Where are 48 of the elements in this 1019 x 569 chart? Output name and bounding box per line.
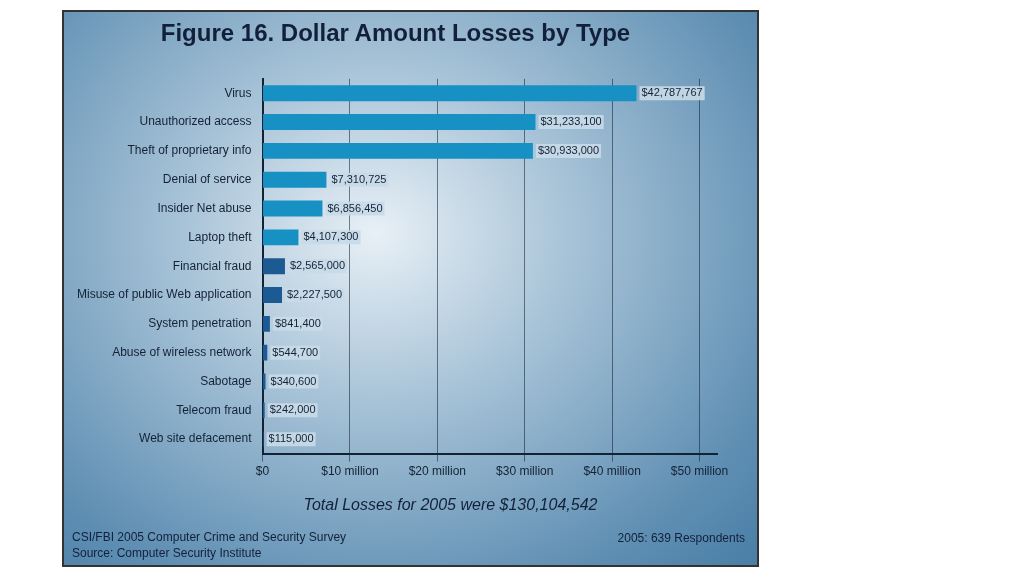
data-label: $242,000 (269, 403, 316, 416)
bar (263, 373, 266, 390)
data-label: $115,000 (268, 432, 314, 445)
x-tick-label: $40 million (583, 464, 641, 479)
bar (263, 344, 268, 361)
data-label: $30,933,000 (537, 143, 600, 156)
bar (263, 171, 327, 188)
text: Total Losses for 2005 were $130,104,542 (302, 496, 599, 514)
data-label: $4,107,300 (303, 230, 359, 243)
bar (263, 258, 285, 275)
source-note: Source: Computer Security Institute (72, 545, 263, 561)
x-tick-label: $30 million (496, 464, 554, 479)
y-tick-label: Theft of proprietary info (127, 143, 252, 158)
y-tick-label: Web site defacement (139, 431, 253, 446)
bar (263, 229, 299, 246)
data-label: $6,856,450 (327, 201, 383, 214)
data-label: $841,400 (274, 316, 321, 329)
text: 2005: 639 Respondents (617, 531, 745, 545)
data-label: $7,310,725 (331, 172, 387, 185)
y-tick-label: Unauthorized access (139, 114, 252, 129)
y-tick-label: Denial of service (162, 172, 252, 187)
text: CSI/FBI 2005 Computer Crime and Security Survey (72, 529, 347, 545)
y-tick-label: Misuse of public Web application (76, 287, 252, 302)
bar (263, 315, 270, 332)
y-tick-label: Virus (224, 85, 252, 100)
y-tick-label: Abuse of wireless network (112, 345, 253, 359)
y-tick-label: Insider Net abuse (157, 200, 252, 215)
data-label: $2,227,500 (287, 288, 343, 301)
chart-title: Figure 16. Dollar Amount Losses by Type (160, 19, 631, 47)
bar (263, 200, 323, 217)
y-tick-label: Telecom fraud (176, 402, 252, 417)
bar (263, 114, 536, 130)
x-tick-label: $10 million (321, 464, 379, 479)
x-tick-label: $0 (255, 464, 270, 479)
y-tick-label: System penetration (148, 316, 252, 331)
y-tick-label: Financial fraud (172, 258, 252, 273)
data-label: $544,700 (272, 345, 319, 358)
data-label: $31,233,100 (540, 115, 602, 128)
x-tick-label: $50 million (670, 464, 729, 479)
data-label: $42,787,767 (641, 86, 703, 99)
bar (263, 287, 283, 303)
bar (263, 142, 533, 159)
bar (263, 85, 637, 102)
y-tick-label: Laptop theft (188, 229, 253, 244)
y-tick-label: Sabotage (200, 373, 252, 388)
data-label: $340,600 (270, 374, 317, 387)
x-tick-label: $20 million (408, 464, 467, 479)
data-label: $2,565,000 (289, 259, 346, 272)
